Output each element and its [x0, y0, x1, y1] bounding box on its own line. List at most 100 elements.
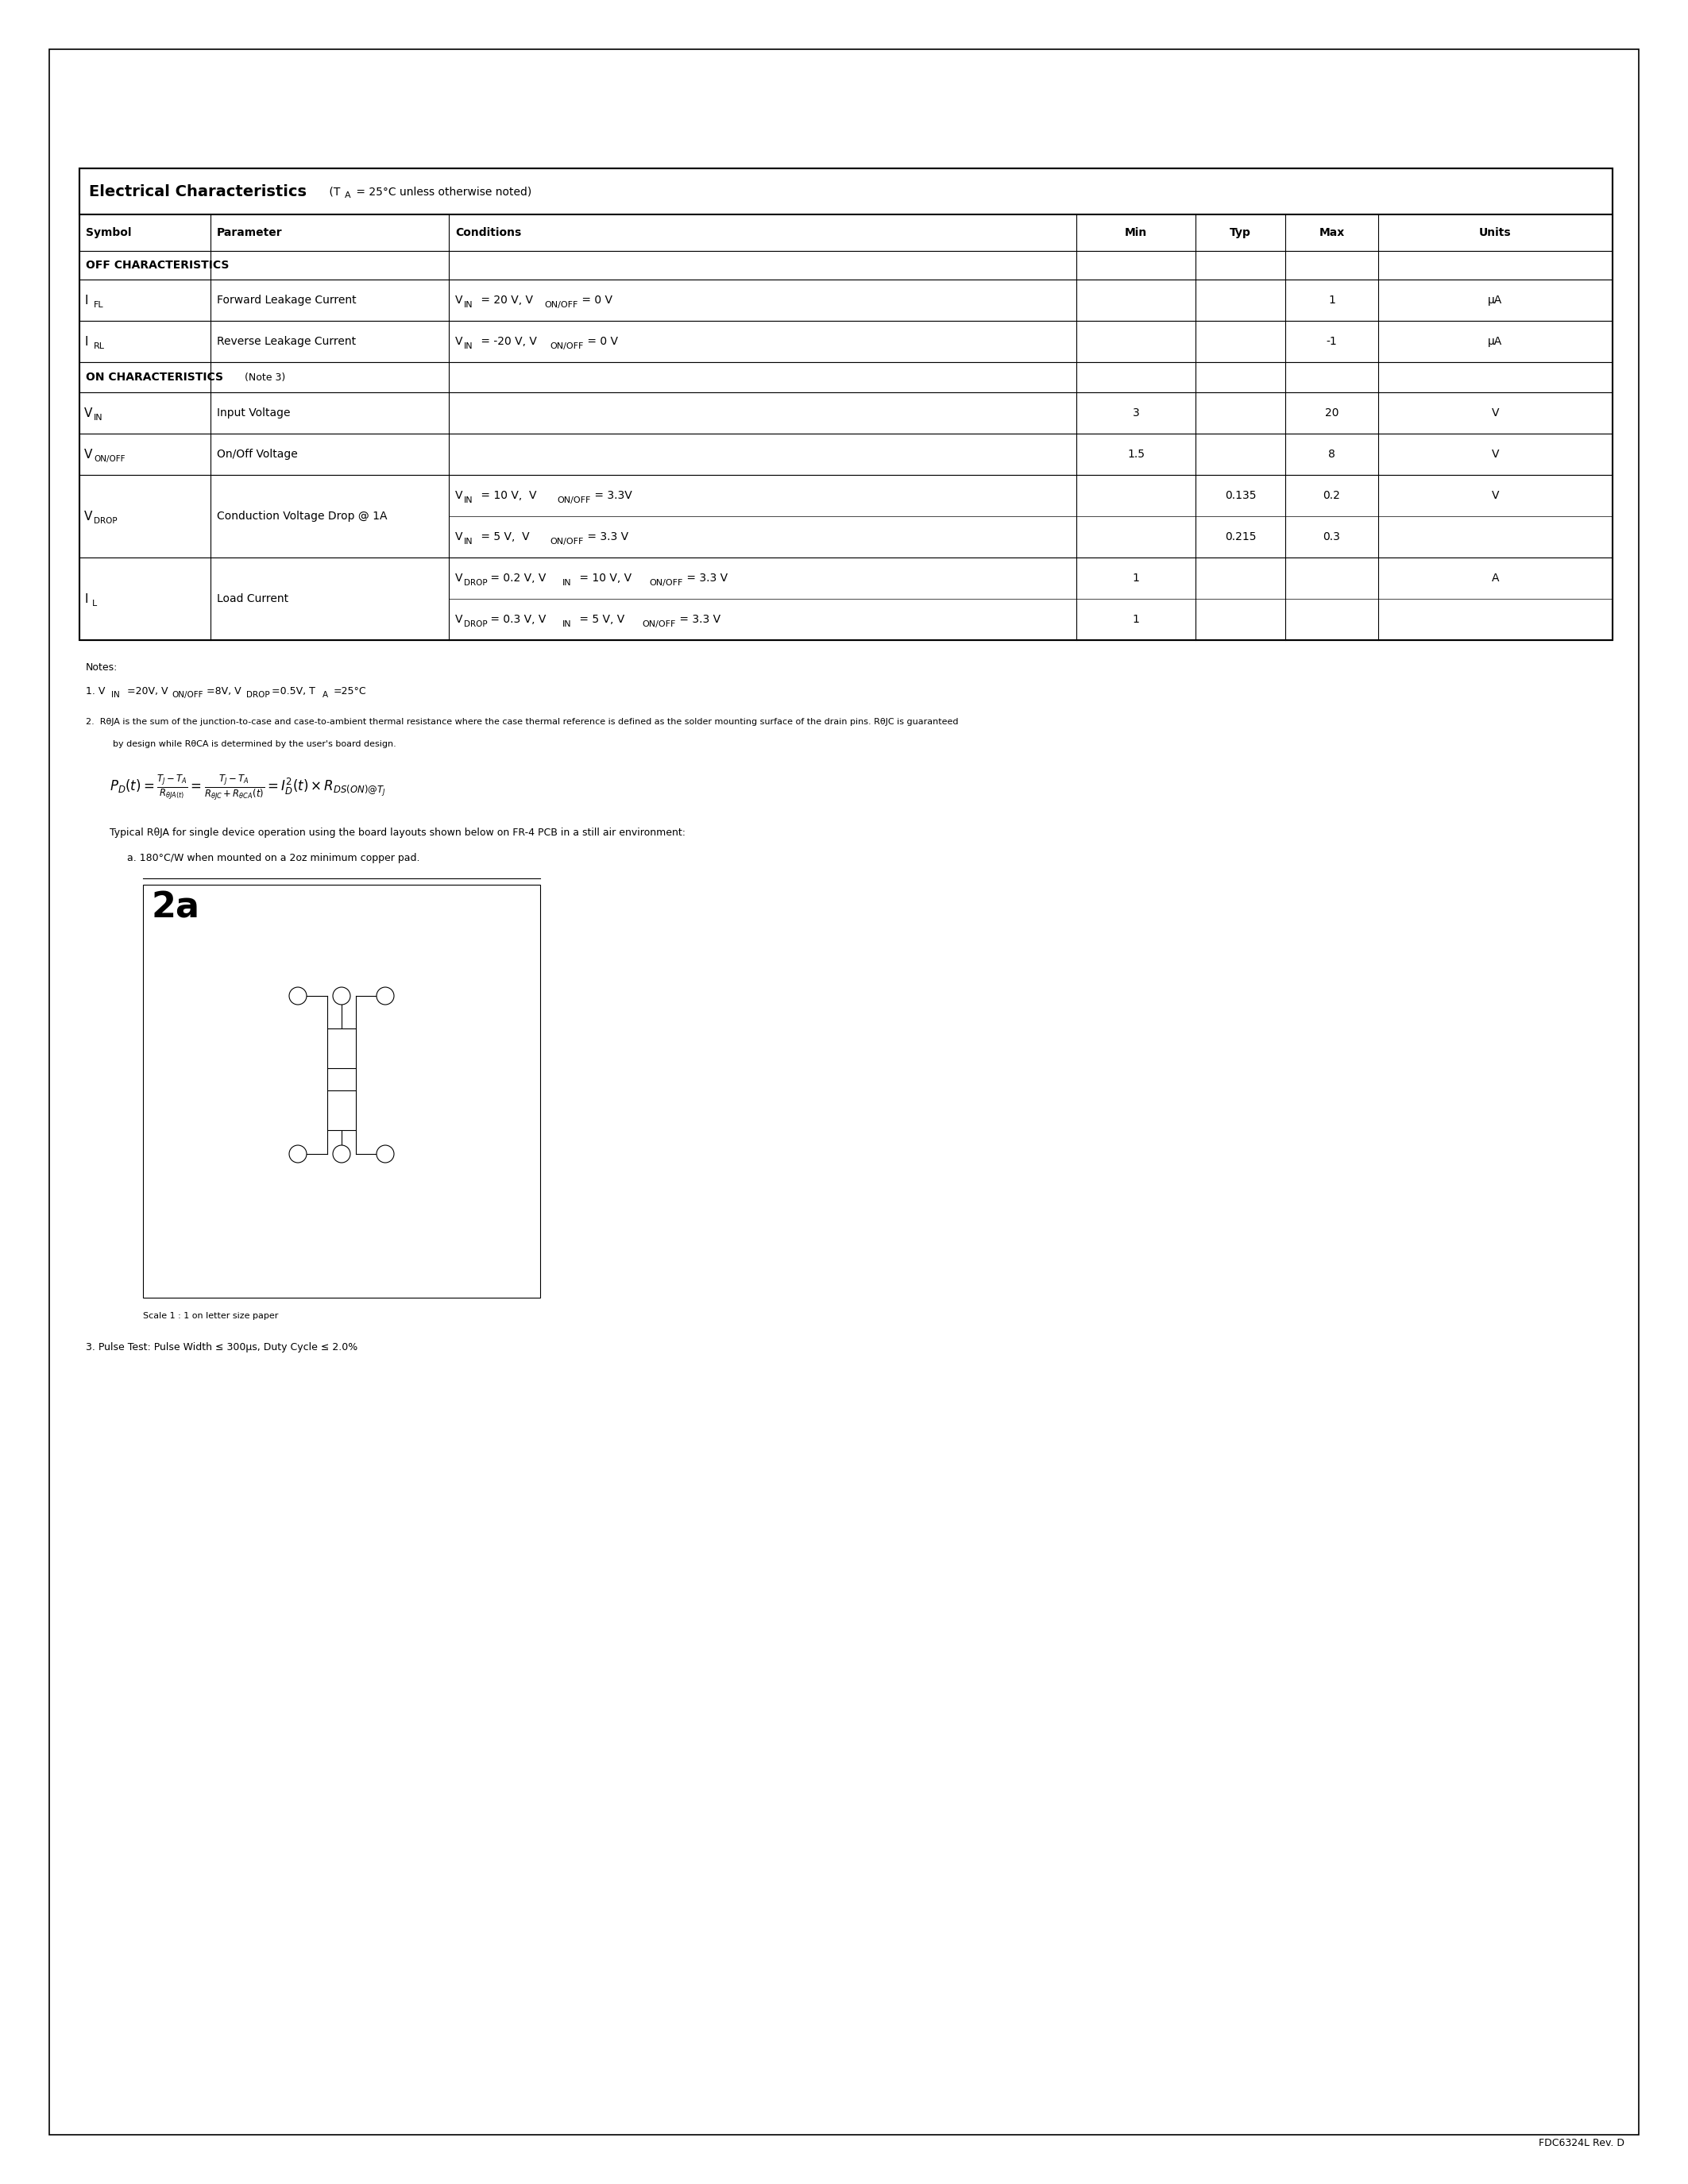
Bar — [79, 557, 1612, 640]
Bar — [79, 251, 1612, 280]
Text: Min: Min — [1124, 227, 1148, 238]
Text: V: V — [84, 406, 93, 419]
Text: = 10 V, V: = 10 V, V — [576, 572, 631, 583]
Text: Typ: Typ — [1229, 227, 1251, 238]
Text: A: A — [344, 192, 351, 199]
Text: V: V — [1492, 448, 1499, 461]
Text: V: V — [456, 614, 463, 625]
Circle shape — [333, 1144, 351, 1162]
Text: = 5 V, V: = 5 V, V — [576, 614, 625, 625]
Bar — [79, 393, 1612, 435]
Text: On/Off Voltage: On/Off Voltage — [216, 448, 297, 461]
Text: V: V — [1492, 489, 1499, 500]
Text: ON/OFF: ON/OFF — [95, 454, 125, 463]
Text: (Note 3): (Note 3) — [241, 371, 285, 382]
Text: = 25°C unless otherwise noted): = 25°C unless otherwise noted) — [353, 186, 532, 197]
Text: DROP: DROP — [464, 620, 488, 629]
Text: $P_D(t) = \frac{T_J - T_A}{R_{\theta JA(t)}} = \frac{T_J - T_A}{R_{\theta JC} + : $P_D(t) = \frac{T_J - T_A}{R_{\theta JA(… — [110, 773, 387, 802]
Text: ON/OFF: ON/OFF — [648, 579, 682, 587]
Text: 0.215: 0.215 — [1225, 531, 1256, 542]
Text: ON/OFF: ON/OFF — [550, 537, 584, 546]
Text: = 0 V: = 0 V — [584, 336, 618, 347]
Text: OFF CHARACTERISTICS: OFF CHARACTERISTICS — [86, 260, 230, 271]
Text: DROP: DROP — [464, 579, 488, 587]
Text: ON/OFF: ON/OFF — [172, 690, 203, 699]
Text: μA: μA — [1489, 295, 1502, 306]
Text: = 3.3V: = 3.3V — [591, 489, 631, 500]
Text: 0.2: 0.2 — [1323, 489, 1340, 500]
Text: 1.5: 1.5 — [1128, 448, 1144, 461]
Text: 1: 1 — [1133, 614, 1139, 625]
Bar — [327, 1090, 356, 1129]
Circle shape — [289, 1144, 307, 1162]
Text: Reverse Leakage Current: Reverse Leakage Current — [216, 336, 356, 347]
Text: Forward Leakage Current: Forward Leakage Current — [216, 295, 356, 306]
Text: μA: μA — [1489, 336, 1502, 347]
Text: =25°C: =25°C — [334, 686, 366, 697]
Bar — [79, 214, 1612, 251]
Text: (T: (T — [326, 186, 341, 197]
Bar — [79, 168, 1612, 640]
Text: ON/OFF: ON/OFF — [641, 620, 675, 629]
Text: IN: IN — [111, 690, 120, 699]
Bar — [327, 1029, 356, 1068]
Text: = 3.3 V: = 3.3 V — [584, 531, 628, 542]
Text: ON/OFF: ON/OFF — [544, 301, 577, 308]
Text: 1: 1 — [1328, 295, 1335, 306]
Text: Units: Units — [1479, 227, 1511, 238]
Text: RL: RL — [95, 343, 105, 349]
Text: I: I — [84, 295, 88, 306]
Text: I: I — [84, 592, 88, 605]
Text: DROP: DROP — [246, 690, 270, 699]
Text: A: A — [1492, 572, 1499, 583]
Text: = 20 V, V: = 20 V, V — [478, 295, 533, 306]
Text: 2a: 2a — [150, 891, 199, 924]
Text: I: I — [84, 336, 88, 347]
Text: Load Current: Load Current — [216, 594, 289, 605]
Text: ON/OFF: ON/OFF — [550, 343, 584, 349]
Text: = 0.3 V, V: = 0.3 V, V — [486, 614, 545, 625]
Circle shape — [333, 987, 351, 1005]
Text: 1: 1 — [1133, 572, 1139, 583]
Text: Notes:: Notes: — [86, 662, 118, 673]
Text: V: V — [84, 448, 93, 461]
Text: IN: IN — [562, 579, 572, 587]
Text: Electrical Characteristics: Electrical Characteristics — [89, 183, 307, 199]
Text: a. 180°C/W when mounted on a 2oz minimum copper pad.: a. 180°C/W when mounted on a 2oz minimum… — [127, 854, 420, 863]
Text: 0.3: 0.3 — [1323, 531, 1340, 542]
Bar — [79, 474, 1612, 557]
Text: ON/OFF: ON/OFF — [557, 496, 591, 505]
Circle shape — [376, 1144, 393, 1162]
Text: Symbol: Symbol — [86, 227, 132, 238]
Text: IN: IN — [464, 496, 473, 505]
Text: A: A — [322, 690, 327, 699]
Bar — [79, 168, 1612, 214]
Text: V: V — [84, 511, 93, 522]
Text: = 3.3 V: = 3.3 V — [675, 614, 721, 625]
Text: V: V — [456, 572, 463, 583]
Text: Input Voltage: Input Voltage — [216, 408, 290, 419]
Text: -1: -1 — [1327, 336, 1337, 347]
Text: V: V — [1492, 408, 1499, 419]
Text: =0.5V, T: =0.5V, T — [272, 686, 316, 697]
Text: IN: IN — [95, 413, 103, 422]
Text: =8V, V: =8V, V — [206, 686, 241, 697]
Text: DROP: DROP — [95, 518, 116, 524]
Text: V: V — [456, 489, 463, 500]
Text: IN: IN — [562, 620, 572, 629]
Text: 0.135: 0.135 — [1225, 489, 1256, 500]
Text: Conditions: Conditions — [456, 227, 522, 238]
Text: IN: IN — [464, 301, 473, 308]
Text: V: V — [456, 336, 463, 347]
Text: = 0.2 V, V: = 0.2 V, V — [486, 572, 545, 583]
Text: IN: IN — [464, 537, 473, 546]
Bar — [79, 321, 1612, 363]
Text: 20: 20 — [1325, 408, 1339, 419]
Text: 1. V: 1. V — [86, 686, 105, 697]
Text: = 0 V: = 0 V — [579, 295, 613, 306]
Text: by design while RθCA is determined by the user's board design.: by design while RθCA is determined by th… — [113, 740, 397, 749]
Text: Typical RθJA for single device operation using the board layouts shown below on : Typical RθJA for single device operation… — [110, 828, 685, 839]
Bar — [79, 435, 1612, 474]
Text: = 5 V,  V: = 5 V, V — [478, 531, 530, 542]
Text: FL: FL — [95, 301, 103, 308]
